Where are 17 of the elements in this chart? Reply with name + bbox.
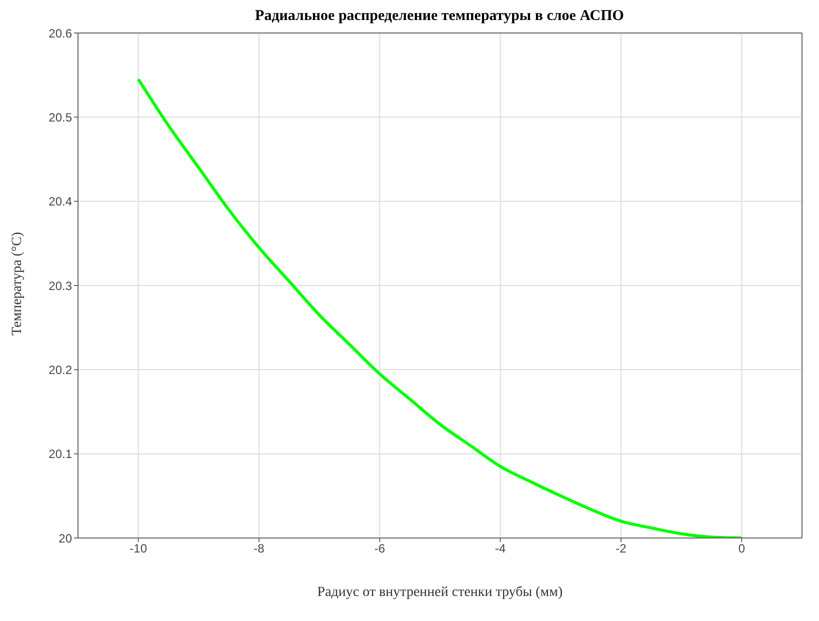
- chart-title: Радиальное распределение температуры в слое АСПО: [254, 8, 625, 26]
- y-tick-label: 20.3: [48, 278, 72, 293]
- y-tick-label: 20.2: [48, 362, 72, 377]
- y-tick-label: 20.4: [48, 194, 72, 209]
- y-tick-label: 20.6: [48, 26, 72, 40]
- x-axis-title: Радиус от внутренней стенки трубы (мм): [317, 585, 564, 600]
- y-tick-label: 20.1: [48, 447, 72, 462]
- x-tick-label: -2: [616, 542, 627, 556]
- line-series: [136, 78, 744, 538]
- x-tick-label: -4: [494, 542, 506, 556]
- x-tick-label: 0: [738, 542, 746, 556]
- y-axis-title: Температура (°C): [10, 232, 25, 336]
- x-tick-label: -10: [130, 542, 148, 556]
- x-tick-label: -6: [374, 542, 386, 556]
- y-tick-label: 20.5: [48, 110, 72, 124]
- x-tick-label: -8: [254, 542, 265, 556]
- y-tick-label: 20: [58, 531, 72, 546]
